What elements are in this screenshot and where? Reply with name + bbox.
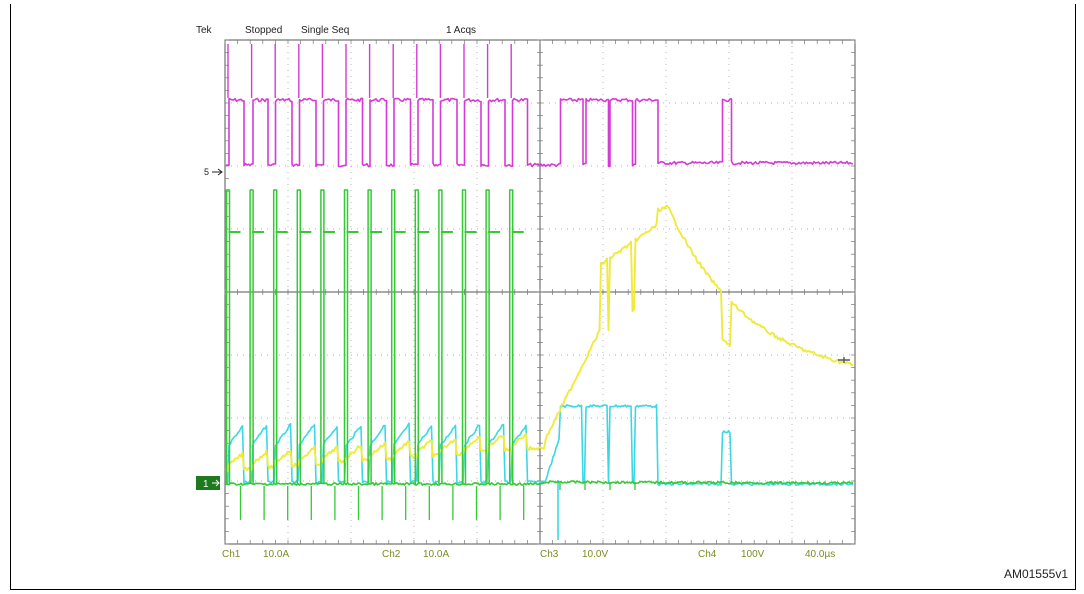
trace-green-spike	[438, 189, 443, 484]
header-acqs: 1 Acqs	[446, 25, 476, 36]
trace-green-spike	[225, 189, 231, 484]
ch1-label: Ch1	[222, 549, 241, 560]
figure-id: AM01555v1	[1003, 567, 1068, 581]
ground-ref-marker: 1	[203, 479, 209, 490]
ch4-ref-arrow	[212, 168, 223, 176]
trace-green-spike	[508, 189, 514, 484]
trace-green-spike	[249, 189, 254, 484]
figure-frame	[10, 4, 1076, 590]
ch1-scale: 10.0A	[263, 549, 289, 560]
header-mode: Single Seq	[301, 25, 349, 36]
trace-green-spike	[461, 189, 467, 484]
timebase: 40.0µs	[805, 549, 835, 560]
trace-yellow	[225, 204, 854, 473]
ground-ref-arrow	[212, 479, 220, 487]
trace-magenta	[225, 97, 854, 168]
ch3-scale: 10.0V	[582, 549, 608, 560]
trace-green-spike	[296, 189, 302, 484]
ch4-scale: 100V	[741, 549, 765, 560]
ch4-ref-marker: 5	[204, 167, 209, 177]
trace-green	[225, 480, 854, 486]
trace-green-spike	[367, 189, 372, 484]
ch2-scale: 10.0A	[423, 549, 449, 560]
trace-green-spike	[414, 189, 420, 484]
ch4-label: Ch4	[698, 549, 717, 560]
trace-green-spike	[272, 189, 278, 484]
header-state: Stopped	[245, 25, 282, 36]
trace-green-spike	[485, 189, 490, 484]
graticule	[224, 39, 856, 545]
ch2-label: Ch2	[382, 549, 401, 560]
ch3-label: Ch3	[540, 549, 559, 560]
ground-ref-badge	[196, 476, 220, 490]
traces	[225, 44, 854, 540]
trigger-level-marker	[838, 357, 850, 363]
trace-green-spike	[390, 189, 396, 484]
trace-green-spike	[343, 189, 349, 484]
trace-green-spike	[320, 189, 325, 484]
header-brand: Tek	[196, 25, 213, 36]
